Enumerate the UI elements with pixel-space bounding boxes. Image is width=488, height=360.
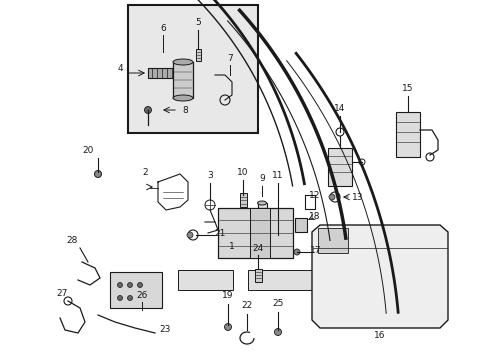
Text: 25: 25 — [272, 300, 283, 309]
Text: 8: 8 — [182, 105, 187, 114]
Bar — [148, 68, 178, 78]
Text: 11: 11 — [272, 171, 283, 180]
Circle shape — [224, 324, 231, 330]
Bar — [178, 270, 232, 290]
Bar — [218, 208, 292, 258]
Bar — [395, 112, 419, 157]
Bar — [239, 193, 246, 207]
Bar — [110, 272, 162, 308]
Bar — [317, 228, 347, 253]
Text: 13: 13 — [351, 193, 363, 202]
Text: 3: 3 — [207, 171, 212, 180]
Circle shape — [94, 171, 102, 177]
Text: 24: 24 — [252, 243, 263, 252]
Bar — [294, 218, 306, 232]
Bar — [173, 62, 193, 98]
Circle shape — [127, 296, 132, 301]
Text: 17: 17 — [309, 246, 321, 255]
Circle shape — [137, 283, 142, 288]
Circle shape — [328, 194, 334, 200]
Bar — [128, 5, 258, 133]
Circle shape — [293, 249, 299, 255]
Text: 23: 23 — [159, 325, 170, 334]
Circle shape — [186, 232, 193, 238]
Bar — [247, 270, 312, 290]
Text: 7: 7 — [226, 54, 232, 63]
Text: 27: 27 — [56, 288, 67, 297]
Ellipse shape — [173, 59, 193, 65]
Text: 10: 10 — [237, 167, 248, 176]
Bar — [257, 203, 266, 227]
Bar — [195, 49, 200, 61]
Circle shape — [117, 296, 122, 301]
Text: 21: 21 — [214, 229, 225, 238]
Circle shape — [127, 283, 132, 288]
Text: 2: 2 — [142, 167, 147, 176]
Text: 19: 19 — [222, 292, 233, 301]
Ellipse shape — [173, 95, 193, 101]
Circle shape — [117, 283, 122, 288]
Text: 5: 5 — [195, 18, 201, 27]
Bar — [327, 148, 351, 186]
Bar — [249, 208, 269, 258]
Text: 15: 15 — [402, 84, 413, 93]
Ellipse shape — [257, 201, 266, 205]
Text: 9: 9 — [259, 174, 264, 183]
Text: 26: 26 — [136, 291, 147, 300]
Text: 18: 18 — [308, 212, 320, 220]
Polygon shape — [311, 225, 447, 328]
Text: 4: 4 — [117, 63, 122, 72]
Text: 28: 28 — [66, 235, 78, 244]
Circle shape — [274, 234, 281, 240]
Text: 1: 1 — [229, 242, 234, 251]
Text: 14: 14 — [334, 104, 345, 113]
Text: 22: 22 — [241, 302, 252, 310]
Text: 12: 12 — [309, 190, 320, 199]
Text: 20: 20 — [82, 145, 94, 154]
Text: 6: 6 — [160, 23, 165, 32]
Circle shape — [144, 107, 151, 113]
Bar — [254, 269, 261, 282]
Text: 16: 16 — [373, 332, 385, 341]
Circle shape — [274, 328, 281, 336]
